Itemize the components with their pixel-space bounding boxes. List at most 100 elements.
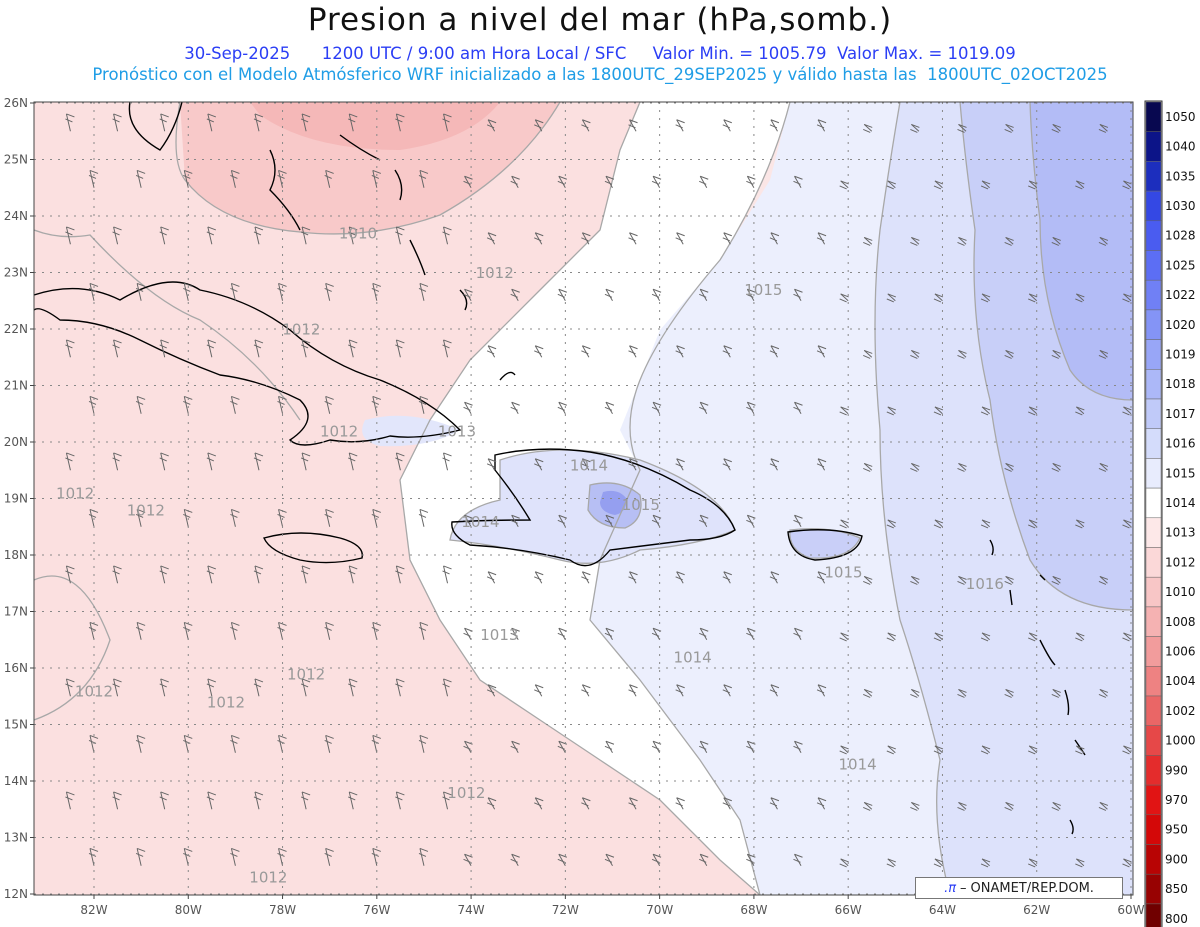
wind-barb: [1098, 688, 1109, 698]
lesser-antilles: [989, 539, 1086, 835]
wind-barb: [816, 119, 827, 132]
wind-barb: [348, 339, 358, 358]
contour-labels: 1010 1012 1015 1012 1012 1013 1014 1015 1014 1012…: [56, 225, 1004, 887]
wind-barb: [1051, 123, 1061, 133]
colorbar-label: 1035: [1165, 169, 1196, 183]
wind-barb: [933, 519, 944, 529]
wind-barb: [604, 514, 615, 527]
credit-box: .π – ONAMET/REP.DOM.: [915, 877, 1123, 899]
wind-barb: [581, 684, 591, 697]
wind-barb: [581, 571, 591, 584]
wind-barb: [1098, 236, 1109, 246]
wind-barb: [135, 508, 146, 527]
wind-barb: [651, 514, 662, 527]
lon-tick-label: 80W: [175, 903, 202, 917]
wind-barb: [581, 119, 591, 132]
colorbar-swatch: [1145, 636, 1162, 667]
wind-barb: [253, 791, 264, 810]
wind-barb: [722, 571, 732, 584]
colorbar-label: 1017: [1165, 407, 1196, 421]
wind-barb: [277, 169, 287, 188]
wind-barb: [722, 345, 732, 358]
wind-barb: [510, 288, 520, 301]
colorbar-swatch: [1145, 755, 1162, 786]
lon-tick-label: 82W: [80, 903, 107, 917]
contour-label: 1010: [339, 225, 377, 243]
colorbar-label: 1000: [1165, 734, 1196, 748]
coastlines: [34, 102, 1086, 835]
wind-barb: [1098, 123, 1109, 133]
credit-text: ONAMET/REP.DOM.: [970, 880, 1094, 896]
wind-barb: [1004, 801, 1014, 811]
wind-barb: [371, 395, 381, 414]
wind-barb: [1075, 406, 1085, 416]
contour-label: 1015: [622, 496, 660, 514]
contour-label: 1012: [447, 784, 485, 802]
wind-barb: [1004, 575, 1014, 585]
wind-barb: [534, 684, 544, 697]
contour-label: 1015: [744, 281, 782, 299]
contour-label: 1012: [282, 321, 320, 339]
wind-barb: [183, 847, 193, 866]
wind-barb: [980, 632, 991, 642]
wind-barb: [324, 395, 334, 414]
wind-barb: [230, 847, 240, 866]
wind-barb: [324, 847, 334, 866]
wind-barb: [746, 288, 756, 301]
wind-barb: [557, 401, 567, 414]
wind-barb: [651, 288, 662, 301]
wind-barb: [371, 169, 381, 188]
wind-barb: [395, 339, 405, 358]
wind-barb: [135, 734, 146, 753]
forecast-date: 30-Sep-2025: [184, 44, 291, 63]
colorbar-swatch: [1145, 725, 1162, 756]
contour-label: 1014: [839, 756, 877, 774]
wind-barb: [816, 684, 827, 697]
lon-tick-label: 64W: [929, 903, 956, 917]
wind-barb: [1098, 462, 1109, 472]
wind-barb: [628, 345, 638, 358]
lat-tick-label: 25N: [4, 153, 28, 167]
wind-barb: [135, 395, 146, 414]
map-title: Presion a nivel del mar (hPa,somb.): [307, 2, 893, 38]
wind-barb: [300, 226, 311, 245]
wind-barb: [371, 734, 381, 753]
colorbar-label: 990: [1165, 763, 1188, 777]
wind-barb: [348, 226, 358, 245]
wind-barb: [628, 571, 638, 584]
wind-barb: [816, 232, 827, 245]
wind-barb: [886, 293, 896, 303]
wind-barb: [253, 339, 264, 358]
wind-barb: [1051, 801, 1061, 811]
wind-barb: [442, 226, 452, 245]
wind-barb: [910, 462, 920, 472]
wind-barb: [395, 791, 405, 810]
longitude-axis: 82W 80W 78W 76W 74W 72W 70W 68W 66W 64W 62W 60W: [80, 895, 1145, 917]
wind-barb: [65, 565, 75, 584]
colorbar: 1050 1040 1035 1030 1028 1025 1022 1020 1019 1018…: [1144, 100, 1196, 927]
colorbar-label: 1004: [1165, 674, 1196, 688]
colorbar-swatch: [1145, 517, 1162, 548]
wind-barbs: [65, 113, 1132, 868]
wind-barb: [839, 519, 849, 529]
wind-barb: [722, 458, 732, 471]
wind-barb: [1122, 632, 1132, 642]
wind-barb: [88, 169, 99, 188]
wind-barb: [675, 232, 685, 245]
wind-barb: [1098, 575, 1109, 585]
wind-barb: [581, 345, 591, 358]
wind-barb: [793, 853, 803, 866]
wind-barb: [1122, 858, 1132, 868]
wind-barb: [604, 401, 615, 414]
wind-barb: [581, 797, 591, 810]
wind-barb: [486, 232, 497, 245]
wind-barb: [839, 632, 849, 642]
wind-barb: [277, 734, 287, 753]
wind-barb: [604, 740, 615, 753]
wind-barb: [769, 684, 780, 697]
shade-hispaniola-core: [600, 490, 627, 515]
lon-tick-label: 72W: [552, 903, 579, 917]
wind-barb: [863, 349, 873, 359]
wind-barb: [534, 797, 544, 810]
